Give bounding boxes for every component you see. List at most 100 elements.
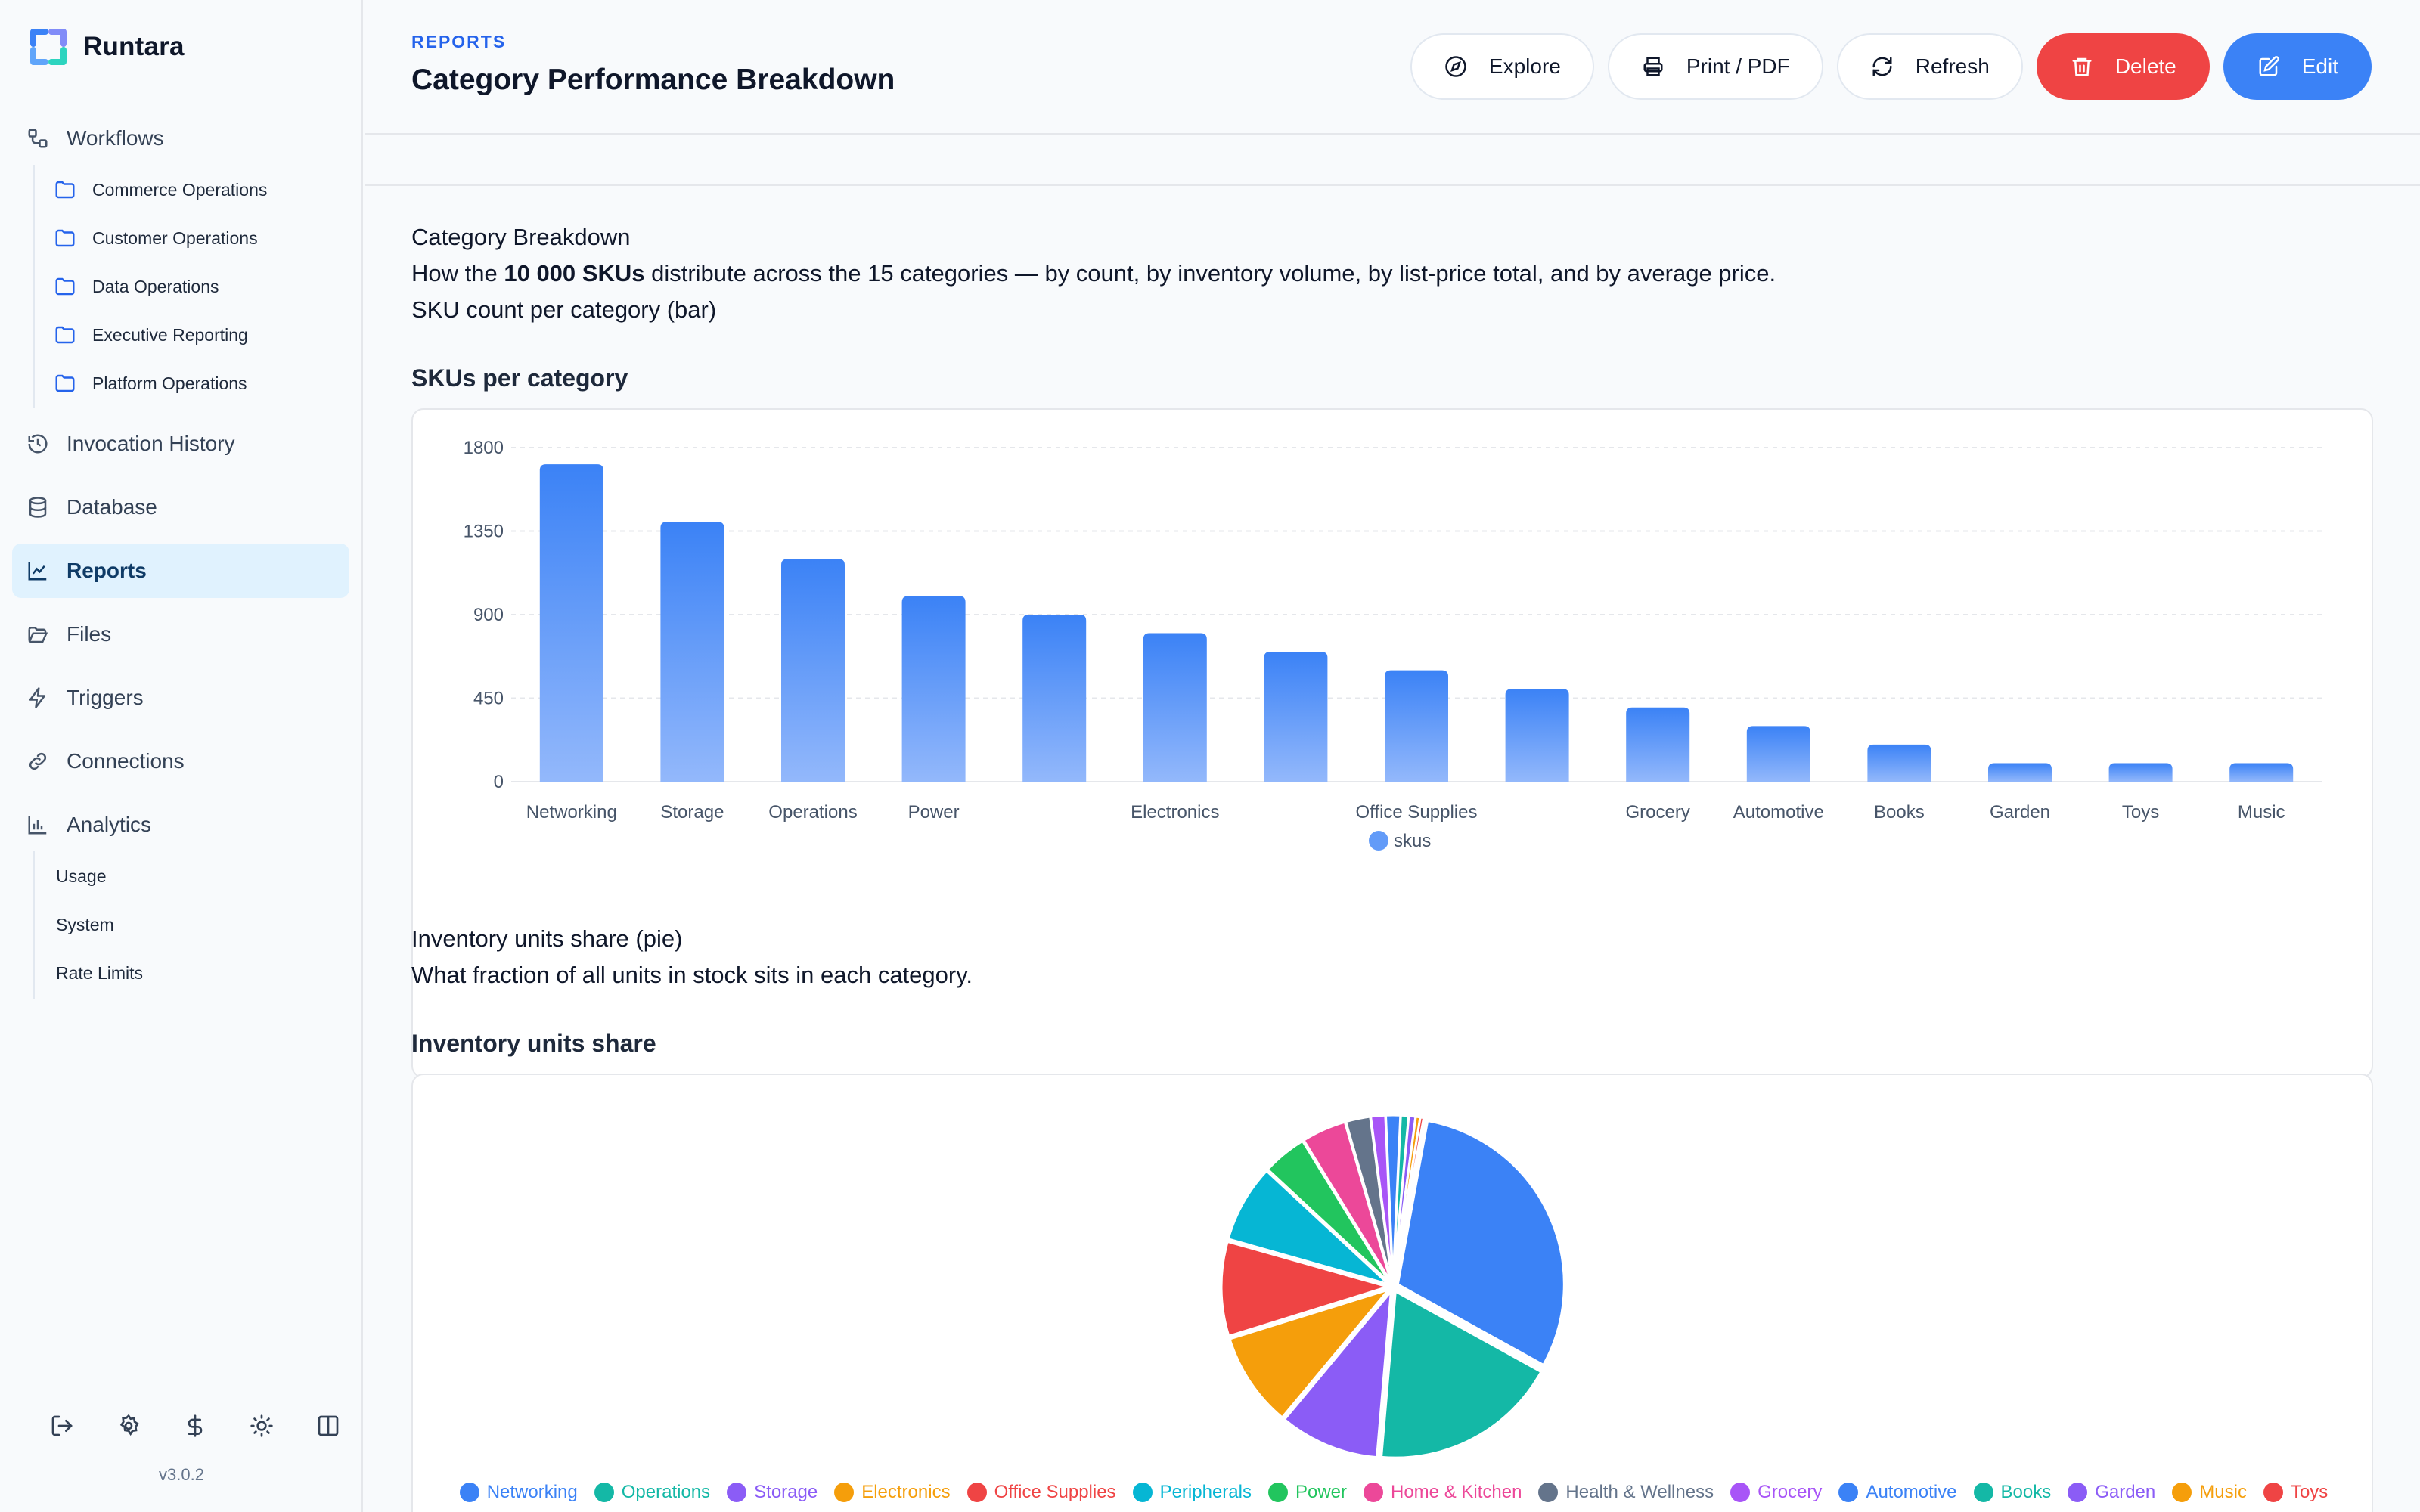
edit-button[interactable]: Edit <box>2223 33 2372 100</box>
folder-label: Data Operations <box>92 276 219 296</box>
sidebar-item-reports[interactable]: Reports <box>12 544 349 598</box>
delete-button[interactable]: Delete <box>2036 33 2210 100</box>
sidebar-item-label: Reports <box>67 559 147 582</box>
sidebar-item-rate-limits[interactable]: Rate Limits <box>56 962 144 983</box>
link-icon <box>26 749 50 773</box>
edit-label: Edit <box>2301 54 2338 78</box>
folder-label: Platform Operations <box>92 373 247 393</box>
panel-toggle-icon[interactable] <box>315 1412 342 1439</box>
sidebar-item-triggers[interactable]: Triggers <box>12 671 349 725</box>
sidebar-folder-executive-reporting[interactable]: Executive Reporting <box>53 314 248 356</box>
y-tick-label: 1800 <box>464 438 504 458</box>
legend-label: Office Supplies <box>994 1482 1116 1502</box>
printer-icon <box>1641 54 1665 79</box>
legend-item[interactable]: Storage <box>727 1482 818 1503</box>
bar[interactable] <box>539 464 603 782</box>
section-heading: Category Breakdown <box>411 224 631 250</box>
bar[interactable] <box>1746 726 1810 782</box>
explore-button[interactable]: Explore <box>1410 33 1594 100</box>
bar[interactable] <box>1867 744 1931 782</box>
pie-slice[interactable] <box>1266 1139 1391 1284</box>
bar[interactable] <box>1385 670 1448 782</box>
sidebar-item-label: Connections <box>67 749 185 773</box>
brand[interactable]: Runtara <box>30 29 185 65</box>
legend-item[interactable]: Garden <box>2068 1482 2155 1503</box>
refresh-button[interactable]: Refresh <box>1836 33 2023 100</box>
sidebar-item-analytics[interactable]: Analytics <box>12 798 349 852</box>
bar[interactable] <box>1626 707 1690 782</box>
refresh-icon <box>1870 54 1894 79</box>
print-pdf-button[interactable]: Print / PDF <box>1607 33 1823 100</box>
legend-item[interactable]: Automotive <box>1838 1482 1957 1503</box>
bar[interactable] <box>1022 615 1087 782</box>
bar[interactable] <box>901 596 966 782</box>
page-header: REPORTS Category Performance Breakdown E… <box>365 0 2420 135</box>
folder-icon <box>53 178 77 202</box>
sidebar-item-database[interactable]: Database <box>12 480 349 534</box>
bar[interactable] <box>2229 763 2294 782</box>
legend-swatch <box>1838 1483 1859 1502</box>
sidebar-item-usage[interactable]: Usage <box>56 866 107 886</box>
pie-slice[interactable] <box>1396 1119 1565 1367</box>
breadcrumb[interactable]: REPORTS <box>411 32 507 51</box>
history-icon <box>26 432 50 456</box>
pie-section-heading: Inventory units share (pie) <box>411 925 683 952</box>
pie-slice[interactable] <box>1283 1287 1393 1459</box>
sidebar: Runtara Workflows Commerce Operations Cu… <box>0 0 363 1512</box>
sidebar-item-connections[interactable]: Connections <box>12 734 349 789</box>
theme-sun-icon[interactable] <box>248 1412 275 1439</box>
legend-swatch <box>2263 1483 2283 1502</box>
legend-swatch <box>834 1483 855 1502</box>
legend-item[interactable]: Home & Kitchen <box>1364 1482 1522 1503</box>
sidebar-folder-data-operations[interactable]: Data Operations <box>53 265 219 308</box>
bar[interactable] <box>660 522 724 782</box>
legend-item[interactable]: Grocery <box>1730 1482 1822 1503</box>
sidebar-item-label: Database <box>67 495 157 519</box>
x-tick-label: Automotive <box>1733 802 1824 823</box>
legend-label: Music <box>2199 1482 2247 1502</box>
sidebar-item-files[interactable]: Files <box>12 607 349 662</box>
pie-slice[interactable] <box>1379 1289 1543 1459</box>
x-tick-label: Grocery <box>1626 802 1690 823</box>
pie-slice[interactable] <box>1228 1287 1392 1420</box>
legend-label: Storage <box>754 1482 818 1502</box>
bar[interactable] <box>1505 689 1569 782</box>
legend-label: Operations <box>621 1482 711 1502</box>
settings-icon[interactable] <box>115 1412 142 1439</box>
bar[interactable] <box>781 559 845 782</box>
folder-icon <box>53 274 77 299</box>
pie-slice[interactable] <box>1220 1240 1392 1338</box>
trash-icon <box>2070 54 2094 79</box>
sidebar-item-invocation-history[interactable]: Invocation History <box>12 417 349 471</box>
legend-label: skus <box>1394 831 1431 851</box>
legend-item[interactable]: Health & Wellness <box>1538 1482 1714 1503</box>
legend-item[interactable]: Office Supplies <box>966 1482 1116 1503</box>
bar-chart-icon <box>26 813 50 837</box>
legend-item[interactable]: Music <box>2172 1482 2247 1503</box>
legend-item[interactable]: Electronics <box>834 1482 951 1503</box>
bar[interactable] <box>2108 763 2173 782</box>
tree-line <box>33 851 35 999</box>
folder-icon <box>53 371 77 395</box>
legend-item[interactable]: Operations <box>594 1482 710 1503</box>
legend-item[interactable]: Networking <box>459 1482 578 1503</box>
legend-item[interactable]: Books <box>1973 1482 2051 1503</box>
desc-bold: 10 000 SKUs <box>504 260 645 287</box>
sidebar-item-workflows[interactable]: Workflows <box>12 111 349 166</box>
dollar-icon[interactable] <box>182 1412 209 1439</box>
logout-icon[interactable] <box>48 1412 76 1439</box>
legend-label: Electronics <box>861 1482 951 1502</box>
pie-slice[interactable] <box>1392 1116 1426 1282</box>
legend-item[interactable]: Power <box>1267 1482 1347 1503</box>
sidebar-folder-platform-operations[interactable]: Platform Operations <box>53 362 247 404</box>
pie-slice[interactable] <box>1227 1169 1389 1286</box>
legend-swatch <box>1132 1483 1153 1502</box>
sidebar-folder-commerce-operations[interactable]: Commerce Operations <box>53 169 267 211</box>
bar[interactable] <box>1988 763 2052 782</box>
sidebar-item-system[interactable]: System <box>56 914 114 934</box>
sidebar-folder-customer-operations[interactable]: Customer Operations <box>53 217 258 259</box>
bar[interactable] <box>1143 633 1207 782</box>
legend-item[interactable]: Toys <box>2263 1482 2328 1503</box>
bar[interactable] <box>1264 652 1328 782</box>
legend-item[interactable]: Peripherals <box>1132 1482 1252 1503</box>
